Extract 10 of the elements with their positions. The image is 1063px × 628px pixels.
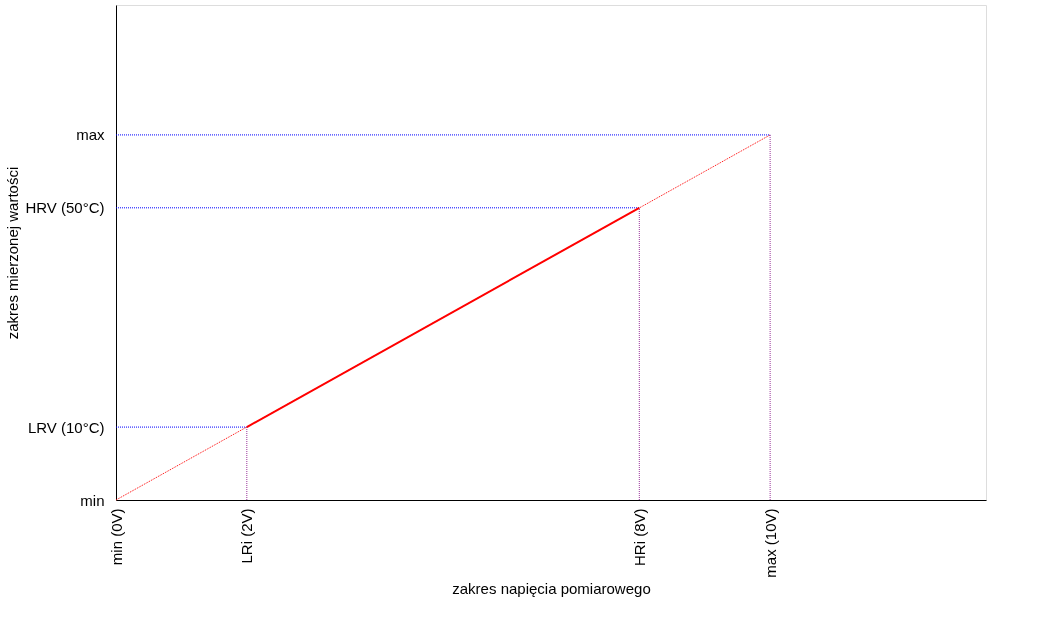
- x-tick-label: HRi (8V): [630, 508, 648, 567]
- x-tick-label: LRi (2V): [238, 508, 256, 564]
- x-tick-label: min (0V): [107, 508, 125, 566]
- x-tick-label: max (10V): [761, 508, 779, 578]
- y-tick-label: LRV (10°C): [27, 418, 105, 436]
- y-tick-label: max: [76, 126, 105, 144]
- y-tick-label: HRV (50°C): [25, 199, 105, 217]
- y-tick-label: min: [80, 491, 105, 509]
- x-axis-title: zakres napięcia pomiarowego: [452, 579, 651, 597]
- y-axis-title: zakres mierzonej wartości: [4, 166, 22, 340]
